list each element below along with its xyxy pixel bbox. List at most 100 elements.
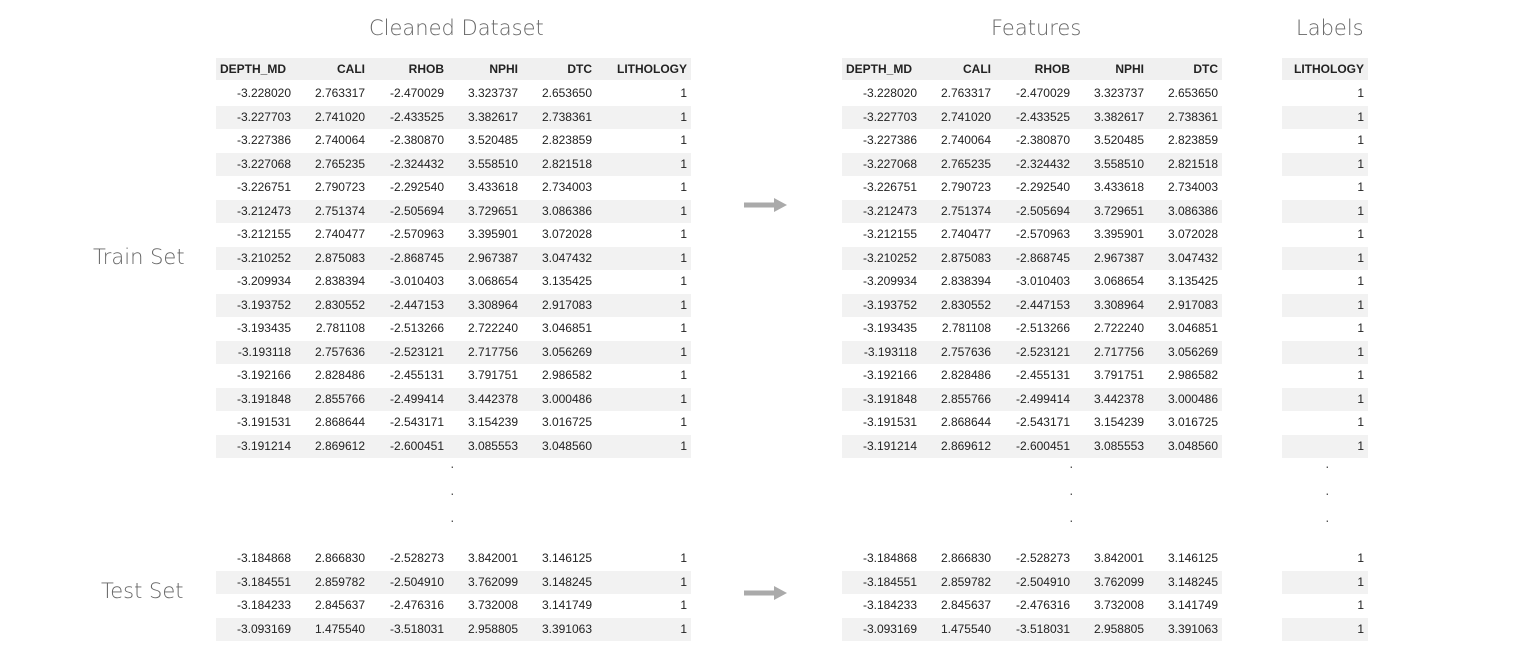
table-cell: -2.868745 <box>389 250 444 265</box>
column-header: RHOB <box>1034 62 1070 76</box>
table-cell: 2.765235 <box>314 156 365 171</box>
column-header: DTC <box>1193 62 1218 76</box>
table-cell: 2.781108 <box>941 321 991 335</box>
table-row: 1 <box>1282 129 1368 153</box>
table-cell: -3.191214 <box>236 438 291 453</box>
right-arrow-icon <box>744 198 787 212</box>
table-row: 1 <box>1282 317 1368 341</box>
table-cell: -2.455131 <box>389 368 444 382</box>
table-cell: -2.455131 <box>1015 368 1070 382</box>
table-cell: 3.395901 <box>1093 227 1144 241</box>
table-cell: -3.192166 <box>236 368 291 382</box>
table-cell: 2.821518 <box>1167 156 1218 171</box>
table-cell: -3.518031 <box>1015 621 1070 636</box>
table-cell: 2.790723 <box>940 180 991 194</box>
table-cell: 3.146125 <box>1167 551 1218 565</box>
table-cell: 1 <box>1357 391 1364 406</box>
table-cell: 1 <box>680 598 687 612</box>
table-cell: 2.763317 <box>314 86 365 100</box>
table-cell: 2.823859 <box>1167 133 1218 147</box>
table-row: -3.184868 2.866830 -2.528273 3.842001 3.1461… <box>216 547 691 571</box>
table-cell: -2.476316 <box>389 598 444 612</box>
table-cell: 3.520485 <box>467 133 518 147</box>
table-cell: 3.791751 <box>467 368 518 382</box>
column-header: NPHI <box>489 62 518 76</box>
table-cell: 3.791751 <box>1093 368 1144 382</box>
table-cell: 2.828486 <box>314 368 365 382</box>
column-header: LITHOLOGY <box>617 62 687 76</box>
table-cell: -3.191531 <box>862 415 917 429</box>
cleaned-dataset-table-train-rows: -3.228020 2.763317 -2.470029 3.323737 2.6536… <box>216 82 691 458</box>
table-cell: 2.986582 <box>541 368 592 382</box>
table-cell: 3.520485 <box>1093 133 1144 147</box>
table-cell: 2.868644 <box>940 415 991 429</box>
table-cell: 2.828486 <box>940 368 991 382</box>
table-cell: 1 <box>1357 180 1364 194</box>
table-cell: 2.740064 <box>940 133 991 147</box>
table-row: 1 <box>1282 199 1368 223</box>
table-cell: -3.227703 <box>862 109 917 124</box>
table-cell: -2.543171 <box>389 415 444 429</box>
table-cell: 3.046851 <box>541 321 592 335</box>
table-row: -3.193435 2.781108 -2.513266 2.722240 3.0468… <box>216 317 691 341</box>
ellipsis-dot: · <box>1069 485 1074 501</box>
table-cell: 1 <box>680 438 687 453</box>
table-cell: -3.191531 <box>236 415 291 429</box>
table-cell: 3.135425 <box>541 274 592 288</box>
table-cell: 1 <box>1357 321 1364 335</box>
table-cell: 3.000486 <box>1167 391 1218 406</box>
table-row: 1 <box>1282 617 1368 641</box>
table-cell: 1 <box>680 250 687 265</box>
labels-title: Labels <box>1296 16 1364 40</box>
table-cell: 1 <box>680 180 687 194</box>
table-cell: -2.324432 <box>389 156 444 171</box>
table-cell: 2.830552 <box>940 297 991 312</box>
table-cell: 3.842001 <box>467 551 518 565</box>
table-cell: -3.193435 <box>236 321 291 335</box>
table-row: 1 <box>1282 387 1368 411</box>
table-row: -3.193435 2.781108 -2.513266 2.722240 3.0468… <box>842 317 1222 341</box>
table-cell: 3.729651 <box>467 203 518 218</box>
table-cell: 2.967387 <box>1093 250 1144 265</box>
table-cell: 2.734003 <box>1167 180 1218 194</box>
table-cell: -2.504910 <box>389 574 444 589</box>
right-arrow-icon <box>744 586 787 600</box>
table-cell: 3.141749 <box>1167 598 1218 612</box>
table-cell: 2.738361 <box>541 109 592 124</box>
column-header: DEPTH_MD <box>846 62 913 76</box>
table-cell: 1 <box>1357 621 1364 636</box>
ellipsis-dot: · <box>1325 458 1330 474</box>
table-cell: -2.523121 <box>389 344 444 359</box>
table-cell: 1 <box>680 415 687 429</box>
table-row: -3.192166 2.828486 -2.455131 3.791751 2.9865… <box>842 364 1222 388</box>
table-cell: 2.722240 <box>467 321 518 335</box>
table-cell: 3.308964 <box>1093 297 1144 312</box>
table-cell: 2.869612 <box>314 438 365 453</box>
table-cell: 2.722240 <box>1093 321 1144 335</box>
table-row: -3.193752 2.830552 -2.447153 3.308964 2.9170… <box>842 293 1222 317</box>
table-cell: -3.209934 <box>862 274 917 288</box>
table-cell: 2.855766 <box>940 391 991 406</box>
table-row: -3.228020 2.763317 -2.470029 3.323737 2.6536… <box>216 82 691 106</box>
table-cell: 1.475540 <box>314 621 365 636</box>
table-cell: 2.757636 <box>314 344 365 359</box>
table-cell: 2.958805 <box>467 621 518 636</box>
table-row: -3.212155 2.740477 -2.570963 3.395901 3.0720… <box>842 223 1222 247</box>
table-cell: 1 <box>680 227 687 241</box>
table-cell: 2.917083 <box>541 297 592 312</box>
table-cell: 2.751374 <box>314 203 365 218</box>
table-cell: 3.382617 <box>1093 109 1144 124</box>
table-cell: 2.986582 <box>1167 368 1218 382</box>
table-cell: 2.734003 <box>541 180 592 194</box>
table-cell: 2.845637 <box>314 598 365 612</box>
table-cell: 2.859782 <box>940 574 991 589</box>
table-cell: 2.823859 <box>541 133 592 147</box>
table-cell: 3.732008 <box>1093 598 1144 612</box>
table-cell: -3.226751 <box>236 180 291 194</box>
table-cell: -2.570963 <box>389 227 444 241</box>
table-cell: 1 <box>680 621 687 636</box>
table-cell: 2.866830 <box>314 551 365 565</box>
table-cell: 2.741020 <box>314 109 365 124</box>
table-cell: -2.324432 <box>1015 156 1070 171</box>
table-cell: 1 <box>1357 133 1364 147</box>
